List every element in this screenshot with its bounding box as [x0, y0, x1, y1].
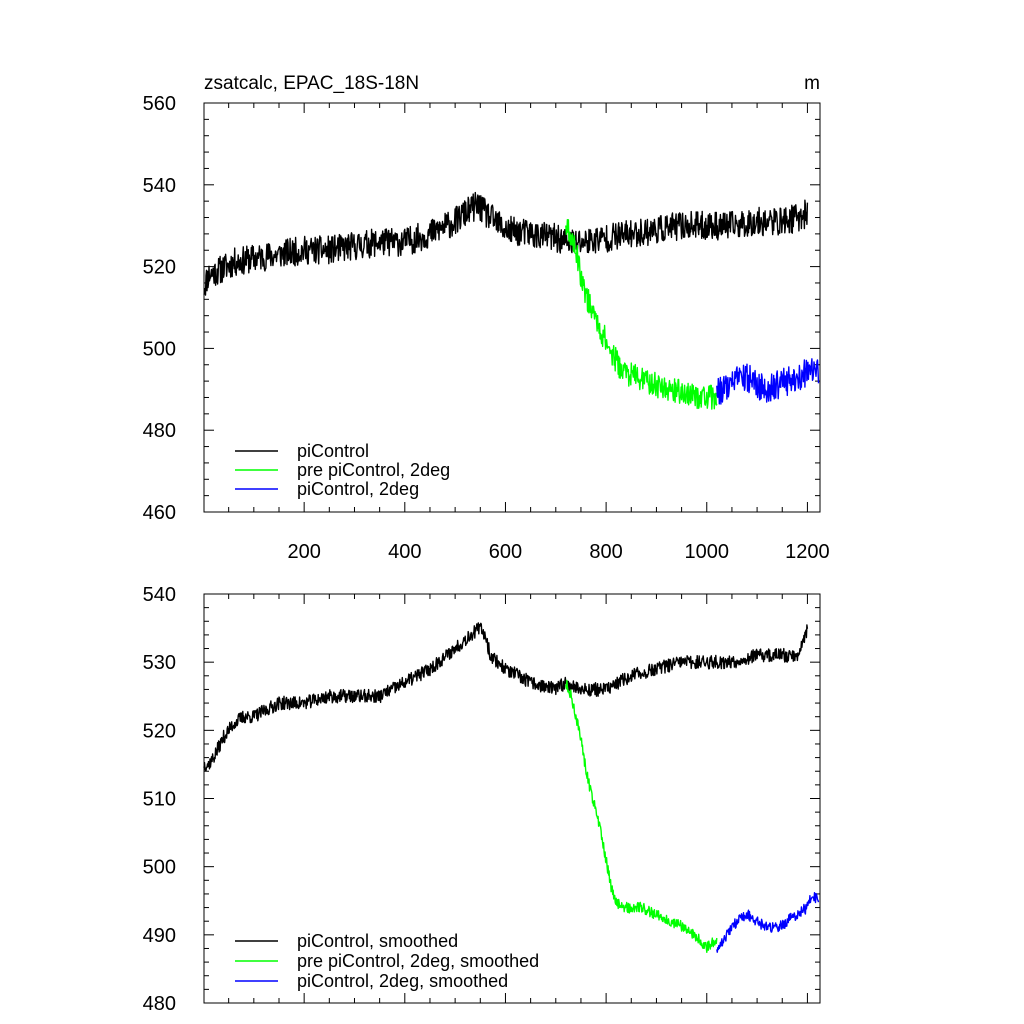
- series-line: [716, 358, 820, 405]
- chart-title: zsatcalc, EPAC_18S-18N: [204, 73, 419, 94]
- series-line: [203, 191, 809, 296]
- legend-label: pre piControl, 2deg, smoothed: [297, 951, 539, 971]
- plot-frame: [203, 102, 821, 513]
- y-tick-label: 480: [143, 993, 176, 1015]
- legend-label: piControl, smoothed: [297, 931, 458, 951]
- legend-label: piControl, 2deg: [297, 479, 419, 499]
- legend-label: piControl, 2deg, smoothed: [297, 971, 508, 991]
- y-tick-label: 500: [143, 857, 176, 879]
- series-line: [203, 622, 809, 772]
- y-tick-label: 560: [143, 93, 176, 115]
- chart-units: m: [804, 73, 820, 94]
- x-tick-label: 400: [388, 541, 421, 563]
- x-tick-label: 1000: [685, 541, 730, 563]
- y-tick-label: 520: [143, 257, 176, 279]
- y-tick-label: 540: [143, 175, 176, 197]
- x-tick-label: 800: [589, 541, 622, 563]
- series-line: [565, 218, 718, 410]
- series-line: [716, 892, 820, 953]
- y-tick-label: 490: [143, 925, 176, 947]
- top-panel: 200 400 600 800 1000 1200 460 480 500 520 540 560 pi…: [143, 93, 830, 563]
- y-tick-label: 520: [143, 720, 176, 742]
- legend-label: piControl: [297, 441, 369, 461]
- y-tick-label: 540: [143, 584, 176, 606]
- bottom-panel: 480 490 500 510 520 530 540 piControl, smoothed…: [143, 584, 821, 1015]
- legend-label: pre piControl, 2deg: [297, 460, 450, 480]
- y-tick-label: 510: [143, 789, 176, 811]
- y-tick-label: 500: [143, 338, 176, 360]
- y-tick-label: 480: [143, 420, 176, 442]
- x-tick-label: 200: [287, 541, 320, 563]
- x-tick-label: 600: [489, 541, 522, 563]
- series-line: [565, 679, 718, 953]
- x-tick-label: 1200: [785, 541, 830, 563]
- y-tick-label: 460: [143, 502, 176, 524]
- y-tick-label: 530: [143, 652, 176, 674]
